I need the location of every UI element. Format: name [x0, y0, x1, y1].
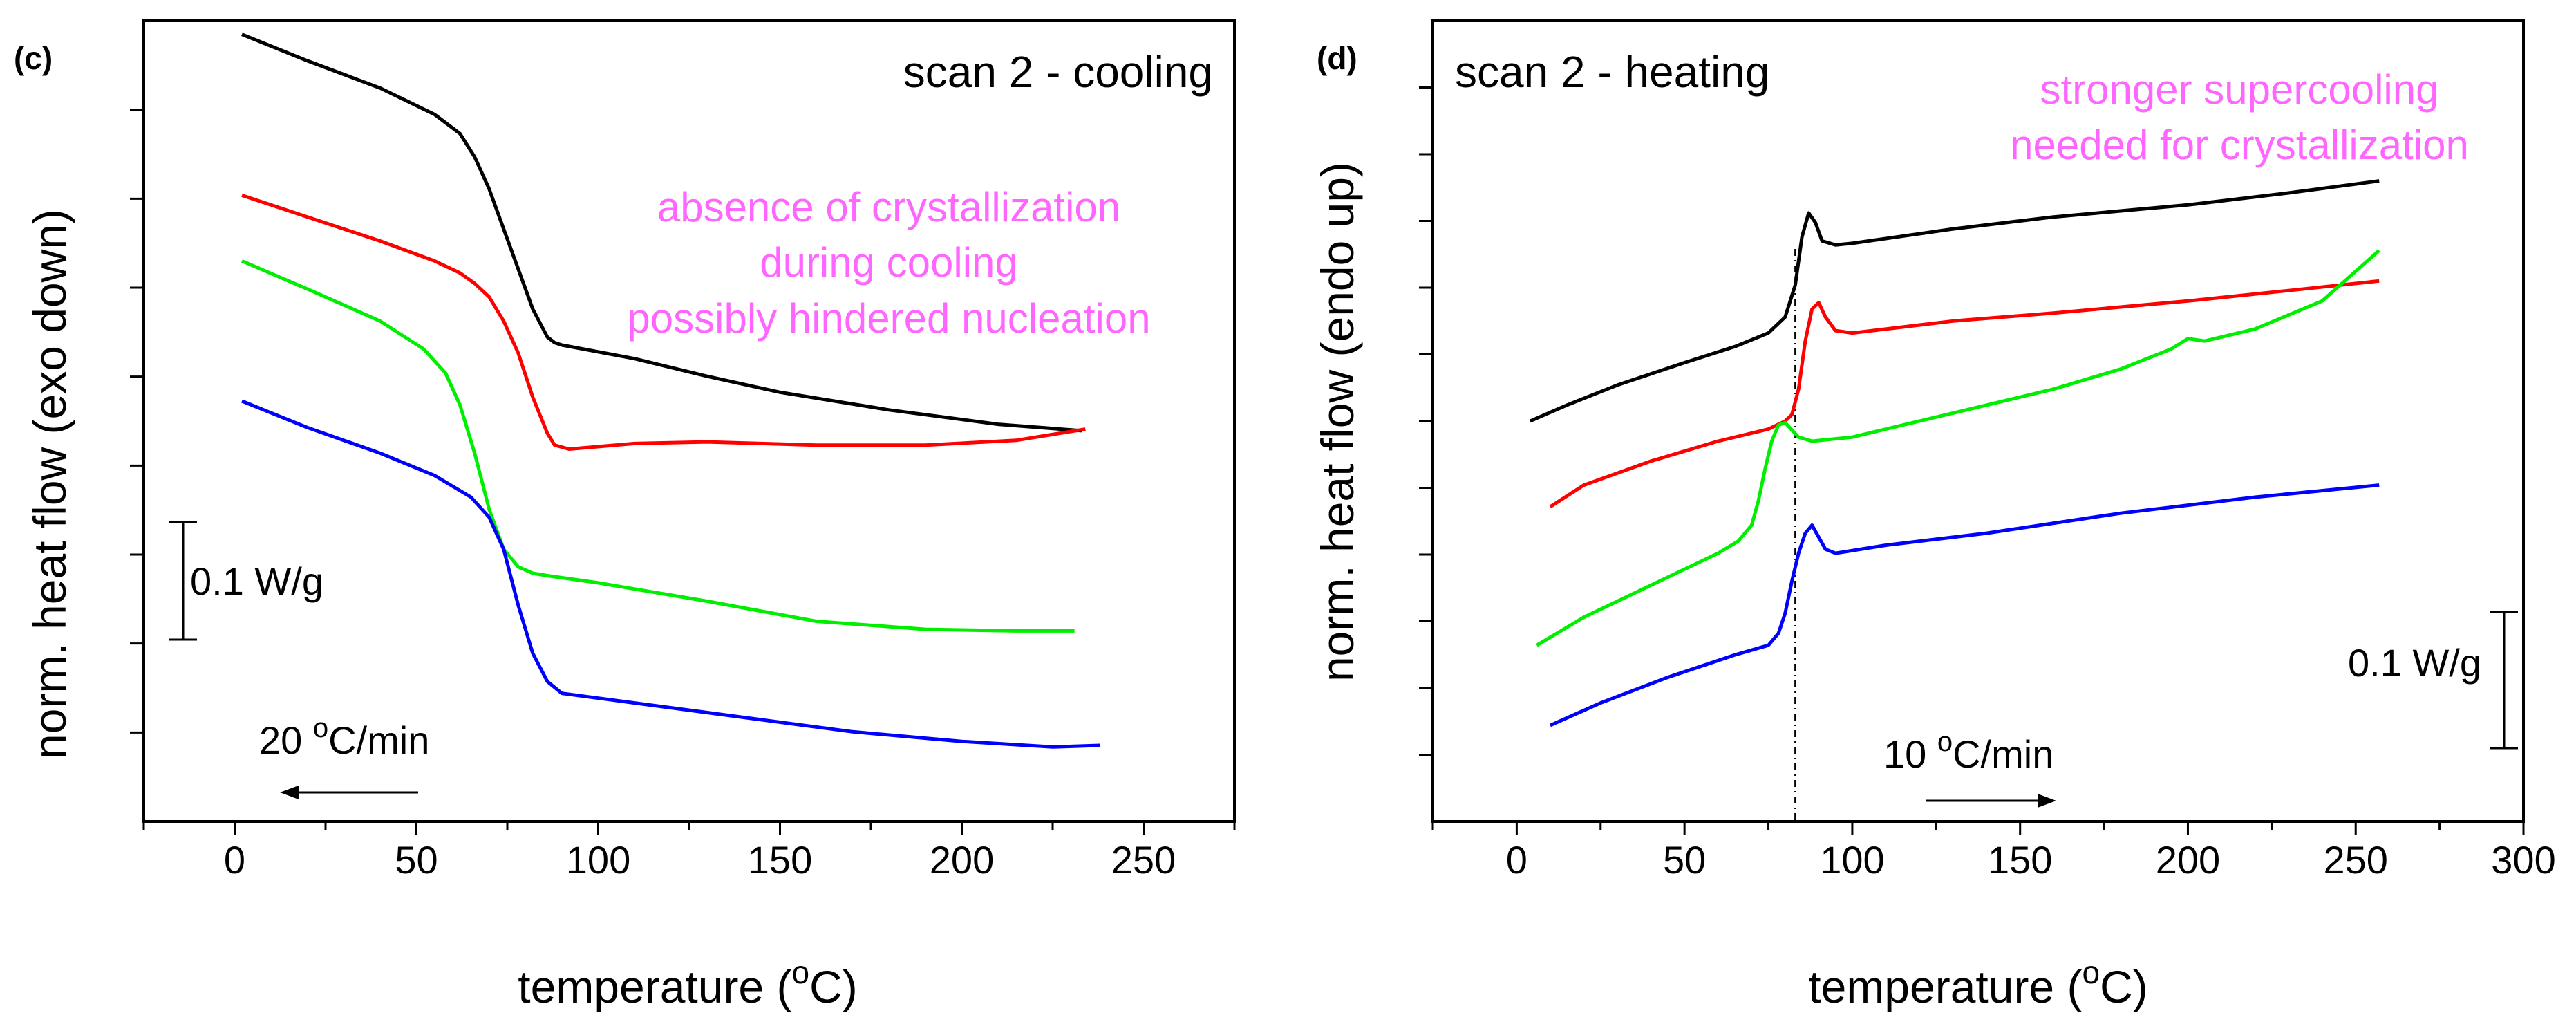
panel-c-y-axis-label: norm. heat flow (exo down)	[24, 209, 75, 759]
panel-c-cooling: (c) 0 50 100 150 200 250 scan 2 - cooling abs…	[14, 19, 1236, 1012]
x-tick-label: 50	[395, 838, 438, 882]
panel-c-series	[241, 32, 1100, 749]
series-line-green	[241, 259, 1075, 633]
panel-d-label: (d)	[1317, 40, 1357, 76]
x-tick-label: 200	[2156, 838, 2220, 882]
panel-c-annotation-line-1: absence of crystallization	[657, 184, 1120, 230]
panel-c-scale-bar	[169, 521, 197, 641]
series-line-black	[1529, 179, 2380, 423]
x-tick-label: 150	[748, 838, 812, 882]
panel-c-title: scan 2 - cooling	[903, 47, 1213, 97]
x-tick-label: 150	[1988, 838, 2052, 882]
series-line-black	[241, 32, 1082, 433]
panel-c-rate-label: 20 oC/min	[259, 713, 429, 762]
panel-d-y-axis-label: norm. heat flow (endo up)	[1312, 162, 1363, 682]
panel-d-rate-label: 10 oC/min	[1883, 727, 2053, 776]
panel-c-rate-arrow	[280, 786, 418, 799]
series-line-red	[1549, 279, 2380, 509]
panel-c-scale-bar-label: 0.1 W/g	[190, 559, 323, 603]
panel-d-annotation-line-1: stronger supercooling	[2040, 66, 2438, 113]
x-tick-label: 50	[1663, 838, 1706, 882]
panel-c-annotation-line-2: during cooling	[760, 239, 1018, 286]
panel-d-x-axis-label: temperature (oC)	[1808, 954, 2147, 1012]
x-tick-label: 0	[1506, 838, 1527, 882]
x-tick-label: 250	[1111, 838, 1176, 882]
series-line-blue	[241, 399, 1100, 749]
panel-d-rate-arrow	[1926, 794, 2056, 808]
panel-d-title: scan 2 - heating	[1455, 47, 1769, 97]
x-tick-label: 0	[224, 838, 245, 882]
panel-c-x-axis-label: temperature (oC)	[518, 954, 857, 1012]
panel-d-scale-bar	[2490, 611, 2518, 750]
series-line-blue	[1549, 483, 2380, 727]
x-tick-label: 250	[2324, 838, 2388, 882]
panel-d-scale-bar-label: 0.1 W/g	[2348, 641, 2481, 685]
series-line-red	[241, 194, 1086, 451]
panel-c-annotation-line-3: possibly hindered nucleation	[627, 295, 1150, 342]
panel-d-annotation-line-2: needed for crystallization	[2010, 122, 2469, 168]
series-line-green	[1536, 249, 2380, 647]
panel-c-label: (c)	[14, 40, 53, 76]
panel-c-ticks: 0 50 100 150 200 250	[130, 109, 1236, 882]
x-tick-label: 100	[1820, 838, 1884, 882]
panel-d-ticks: 0 50 100 150 200 250 300	[1419, 86, 2556, 882]
x-tick-label: 100	[566, 838, 630, 882]
panel-d-series	[1529, 179, 2380, 727]
x-tick-label: 300	[2491, 838, 2555, 882]
x-tick-label: 200	[930, 838, 994, 882]
panel-d-heating: (d) 0 50 100 150 200 250 300 scan 2 - heating …	[1312, 19, 2556, 1012]
